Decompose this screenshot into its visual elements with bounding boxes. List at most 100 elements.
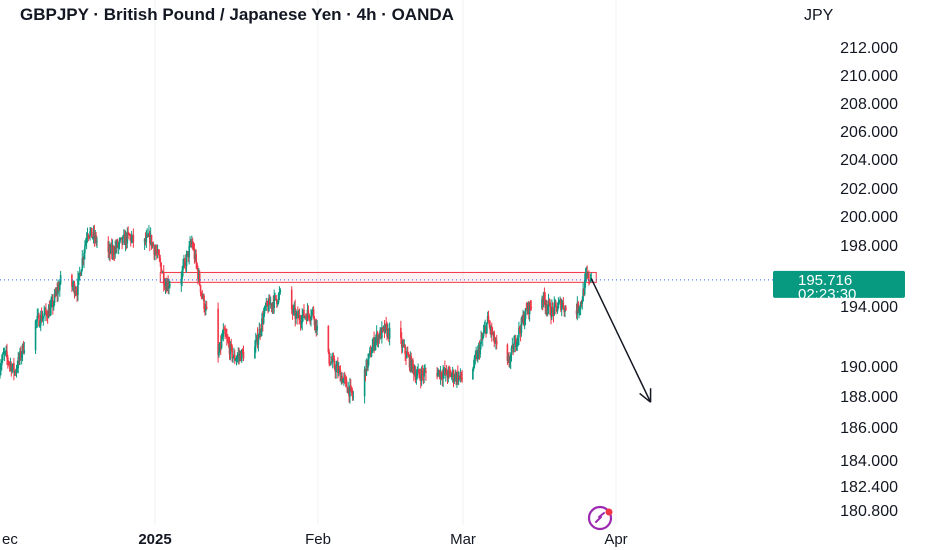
candle — [233, 349, 236, 365]
candle — [155, 244, 157, 256]
candle — [228, 336, 231, 360]
candle — [13, 357, 15, 381]
candle — [201, 290, 204, 300]
candle — [303, 304, 305, 318]
candle — [382, 325, 385, 332]
candle — [417, 363, 419, 373]
candle — [261, 310, 264, 332]
candle — [542, 291, 545, 308]
candle — [130, 231, 133, 244]
candle — [553, 296, 556, 317]
grid-layer — [154, 0, 617, 525]
candle — [489, 320, 491, 335]
candle — [17, 351, 20, 374]
y-tick-label: 198.000 — [840, 238, 898, 255]
tradingview-logo-icon[interactable] — [587, 505, 613, 531]
candle — [583, 287, 585, 297]
candle — [224, 324, 226, 340]
y-tick-label: 200.000 — [840, 209, 898, 226]
candle — [274, 292, 276, 301]
candle — [575, 303, 578, 319]
candle — [482, 324, 485, 339]
candle — [413, 364, 416, 377]
candle — [485, 325, 487, 338]
resistance-zone — [159, 271, 597, 283]
candle — [119, 237, 122, 243]
candle — [411, 359, 413, 373]
candle — [270, 302, 273, 313]
candle — [461, 370, 463, 383]
candle — [585, 266, 588, 282]
candle — [219, 342, 221, 353]
candle — [7, 354, 9, 369]
candle — [401, 339, 404, 353]
candle — [514, 335, 517, 353]
candle — [272, 295, 275, 314]
candle — [341, 372, 343, 385]
candle — [49, 299, 52, 317]
candle — [92, 225, 95, 244]
candle — [446, 371, 449, 384]
candle — [191, 235, 193, 249]
candle — [375, 325, 378, 346]
candle — [73, 280, 76, 299]
candle — [154, 244, 156, 261]
candle — [146, 228, 149, 238]
candle — [530, 300, 533, 311]
candle — [10, 361, 13, 377]
candle — [406, 346, 408, 359]
candle — [449, 366, 451, 377]
candle — [180, 271, 183, 292]
candle — [563, 308, 565, 317]
candle — [335, 360, 337, 379]
candle — [194, 249, 197, 262]
candle — [451, 366, 454, 383]
candle — [116, 239, 118, 254]
candle — [160, 262, 162, 273]
candle — [339, 365, 342, 382]
candle — [330, 353, 332, 366]
candle — [477, 345, 479, 363]
candle — [315, 318, 318, 337]
candle — [78, 266, 81, 281]
candle — [279, 288, 282, 295]
candle — [440, 371, 443, 381]
candle — [36, 308, 39, 328]
candle — [58, 281, 60, 292]
candle — [22, 341, 25, 354]
candle — [43, 305, 46, 317]
candle — [337, 361, 340, 377]
candle — [293, 301, 296, 316]
candle — [254, 340, 256, 359]
candle — [124, 230, 127, 252]
candle — [418, 369, 420, 379]
candle — [443, 367, 445, 379]
candle — [264, 302, 267, 311]
candle — [150, 234, 153, 250]
candle — [525, 302, 528, 310]
candle — [198, 270, 201, 287]
candle — [39, 320, 41, 329]
y-tick-label: 212.000 — [840, 40, 898, 57]
candle — [560, 298, 563, 317]
candle — [346, 386, 349, 393]
candle — [481, 332, 483, 341]
candle — [490, 325, 492, 338]
candle — [582, 282, 584, 302]
candle — [23, 341, 26, 355]
y-axis[interactable]: 212.000 210.000 208.000 206.000 204.000 202.0… — [840, 40, 898, 520]
candle — [412, 357, 414, 374]
candle — [406, 346, 409, 356]
candle — [265, 297, 268, 311]
candle — [75, 286, 78, 296]
candle — [408, 354, 411, 372]
candle — [474, 350, 477, 365]
candle — [153, 245, 155, 260]
x-tick-label: 2025 — [138, 531, 171, 548]
candle — [113, 245, 116, 261]
candle — [438, 369, 441, 380]
candle — [552, 308, 555, 323]
candle — [81, 250, 84, 272]
x-axis[interactable]: ec 2025 Feb Mar Apr — [2, 531, 628, 548]
countdown-label: 02:23:30 — [798, 286, 856, 303]
